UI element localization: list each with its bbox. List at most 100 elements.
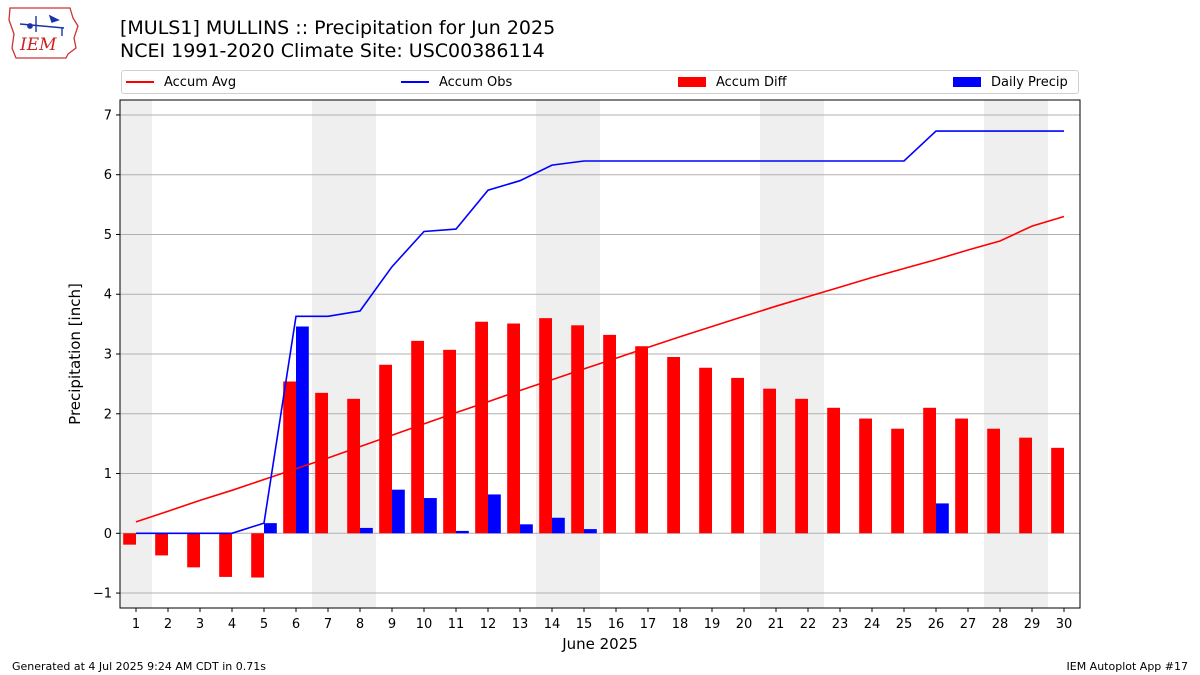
weekend-shade-day-8 — [344, 100, 376, 608]
line-accum-avg — [135, 215, 1065, 523]
bar-accum-diff-day-26 — [923, 407, 936, 534]
x-tick-label: 18 — [672, 617, 689, 632]
bar-accum-diff-day-20 — [731, 377, 744, 534]
x-tick-label: 22 — [800, 617, 817, 632]
bar-accum-diff-day-18 — [667, 356, 680, 534]
bar-accum-diff-day-21 — [763, 388, 776, 534]
bar-accum-diff-day-19 — [699, 367, 712, 534]
weekend-shade-day-28 — [984, 100, 1016, 608]
x-tick-label: 7 — [324, 617, 332, 632]
x-tick-label: 20 — [736, 617, 753, 632]
legend-label-daily-precip: Daily Precip — [991, 74, 1068, 90]
bar-accum-diff-day-16 — [603, 334, 616, 534]
bar-accum-diff-day-13 — [507, 323, 520, 534]
bar-accum-diff-day-9 — [379, 364, 392, 534]
weekend-shade-day-14 — [536, 100, 568, 608]
bar-accum-diff-day-11 — [443, 349, 456, 534]
legend-item-accum-diff: Accum Diff — [678, 71, 787, 93]
y-tick-label: 3 — [104, 348, 112, 363]
bar-daily-precip-day-6 — [296, 326, 309, 534]
bar-accum-diff-day-22 — [795, 398, 808, 534]
y-tick-label: 0 — [104, 527, 112, 542]
bar-accum-diff-day-28 — [987, 428, 1000, 534]
bar-daily-precip-day-13 — [520, 524, 533, 534]
bar-accum-diff-day-1 — [123, 533, 136, 545]
bar-accum-diff-day-23 — [827, 407, 840, 534]
x-tick-label: 5 — [260, 617, 268, 632]
bar-accum-diff-day-15 — [571, 325, 584, 534]
bar-accum-diff-day-5 — [251, 533, 264, 578]
legend-item-daily-precip: Daily Precip — [953, 71, 1068, 93]
bar-accum-diff-day-24 — [859, 418, 872, 534]
weekend-shade-day-22 — [792, 100, 824, 608]
x-tick-label: 4 — [228, 617, 236, 632]
logo-text: IEM — [19, 35, 57, 55]
bar-daily-precip-day-5 — [264, 523, 277, 534]
x-tick-label: 6 — [292, 617, 300, 632]
y-tick-label: 2 — [104, 407, 112, 422]
weekend-shade-day-21 — [760, 100, 792, 608]
x-tick-label: 29 — [1024, 617, 1041, 632]
legend-swatch-accum-avg — [126, 81, 154, 83]
x-tick-label: 27 — [960, 617, 977, 632]
legend-item-accum-obs: Accum Obs — [401, 71, 512, 93]
footer-generated-text: Generated at 4 Jul 2025 9:24 AM CDT in 0… — [12, 660, 266, 673]
iem-logo: IEM — [8, 7, 79, 59]
bar-accum-diff-day-30 — [1051, 447, 1064, 534]
legend-item-accum-avg: Accum Avg — [126, 71, 236, 93]
chart-legend: Accum Avg Accum Obs Accum Diff Daily Pre… — [121, 70, 1079, 94]
bar-daily-precip-day-15 — [584, 529, 597, 534]
bar-daily-precip-day-8 — [360, 527, 373, 534]
x-tick-label: 3 — [196, 617, 204, 632]
bar-accum-diff-day-10 — [411, 340, 424, 534]
iowa-state-outline — [8, 7, 79, 59]
bar-accum-diff-day-6 — [283, 381, 296, 534]
x-tick-label: 14 — [544, 617, 561, 632]
bar-accum-diff-day-4 — [219, 533, 232, 577]
legend-label-accum-obs: Accum Obs — [439, 74, 513, 90]
x-tick-label: 21 — [768, 617, 785, 632]
x-tick-label: 9 — [388, 617, 396, 632]
bar-accum-diff-day-14 — [539, 318, 552, 534]
x-tick-label: 15 — [576, 617, 593, 632]
bar-accum-diff-day-25 — [891, 428, 904, 534]
x-tick-label: 26 — [928, 617, 945, 632]
legend-swatch-accum-obs — [401, 81, 429, 83]
plot-frame — [119, 99, 1081, 609]
x-tick-label: 11 — [448, 617, 465, 632]
bar-accum-diff-day-27 — [955, 418, 968, 534]
bar-accum-diff-day-7 — [315, 392, 328, 534]
bar-daily-precip-day-14 — [552, 517, 565, 534]
y-tick-label: 5 — [104, 228, 112, 243]
legend-label-accum-avg: Accum Avg — [164, 74, 237, 90]
x-tick-label: 24 — [864, 617, 881, 632]
x-tick-label: 10 — [416, 617, 433, 632]
bar-accum-diff-day-3 — [187, 533, 200, 568]
bar-daily-precip-day-12 — [488, 494, 501, 534]
x-tick-label: 25 — [896, 617, 913, 632]
legend-swatch-accum-diff — [678, 77, 706, 87]
legend-label-accum-diff: Accum Diff — [716, 74, 787, 90]
weather-instrument-icon — [19, 14, 65, 36]
x-tick-label: 13 — [512, 617, 529, 632]
x-tick-label: 23 — [832, 617, 849, 632]
weekend-shade-day-7 — [312, 100, 344, 608]
bar-daily-precip-day-26 — [936, 503, 949, 534]
y-tick-label: 7 — [104, 108, 112, 123]
line-accum-obs — [136, 130, 1064, 535]
legend-swatch-daily-precip — [953, 77, 981, 87]
x-tick-label: 8 — [356, 617, 364, 632]
bar-accum-diff-day-8 — [347, 398, 360, 534]
x-tick-label: 30 — [1056, 617, 1073, 632]
y-tick-label: 1 — [104, 467, 112, 482]
weekend-shade-day-15 — [568, 100, 600, 608]
x-axis-label: June 2025 — [561, 635, 638, 653]
x-tick-label: 16 — [608, 617, 625, 632]
x-tick-label: 1 — [132, 617, 140, 632]
plot-area — [120, 100, 1080, 608]
x-tick-label: 28 — [992, 617, 1009, 632]
weekend-shade-day-29 — [1016, 100, 1048, 608]
y-tick-label: −1 — [93, 587, 112, 602]
y-tick-label: 4 — [104, 288, 112, 303]
